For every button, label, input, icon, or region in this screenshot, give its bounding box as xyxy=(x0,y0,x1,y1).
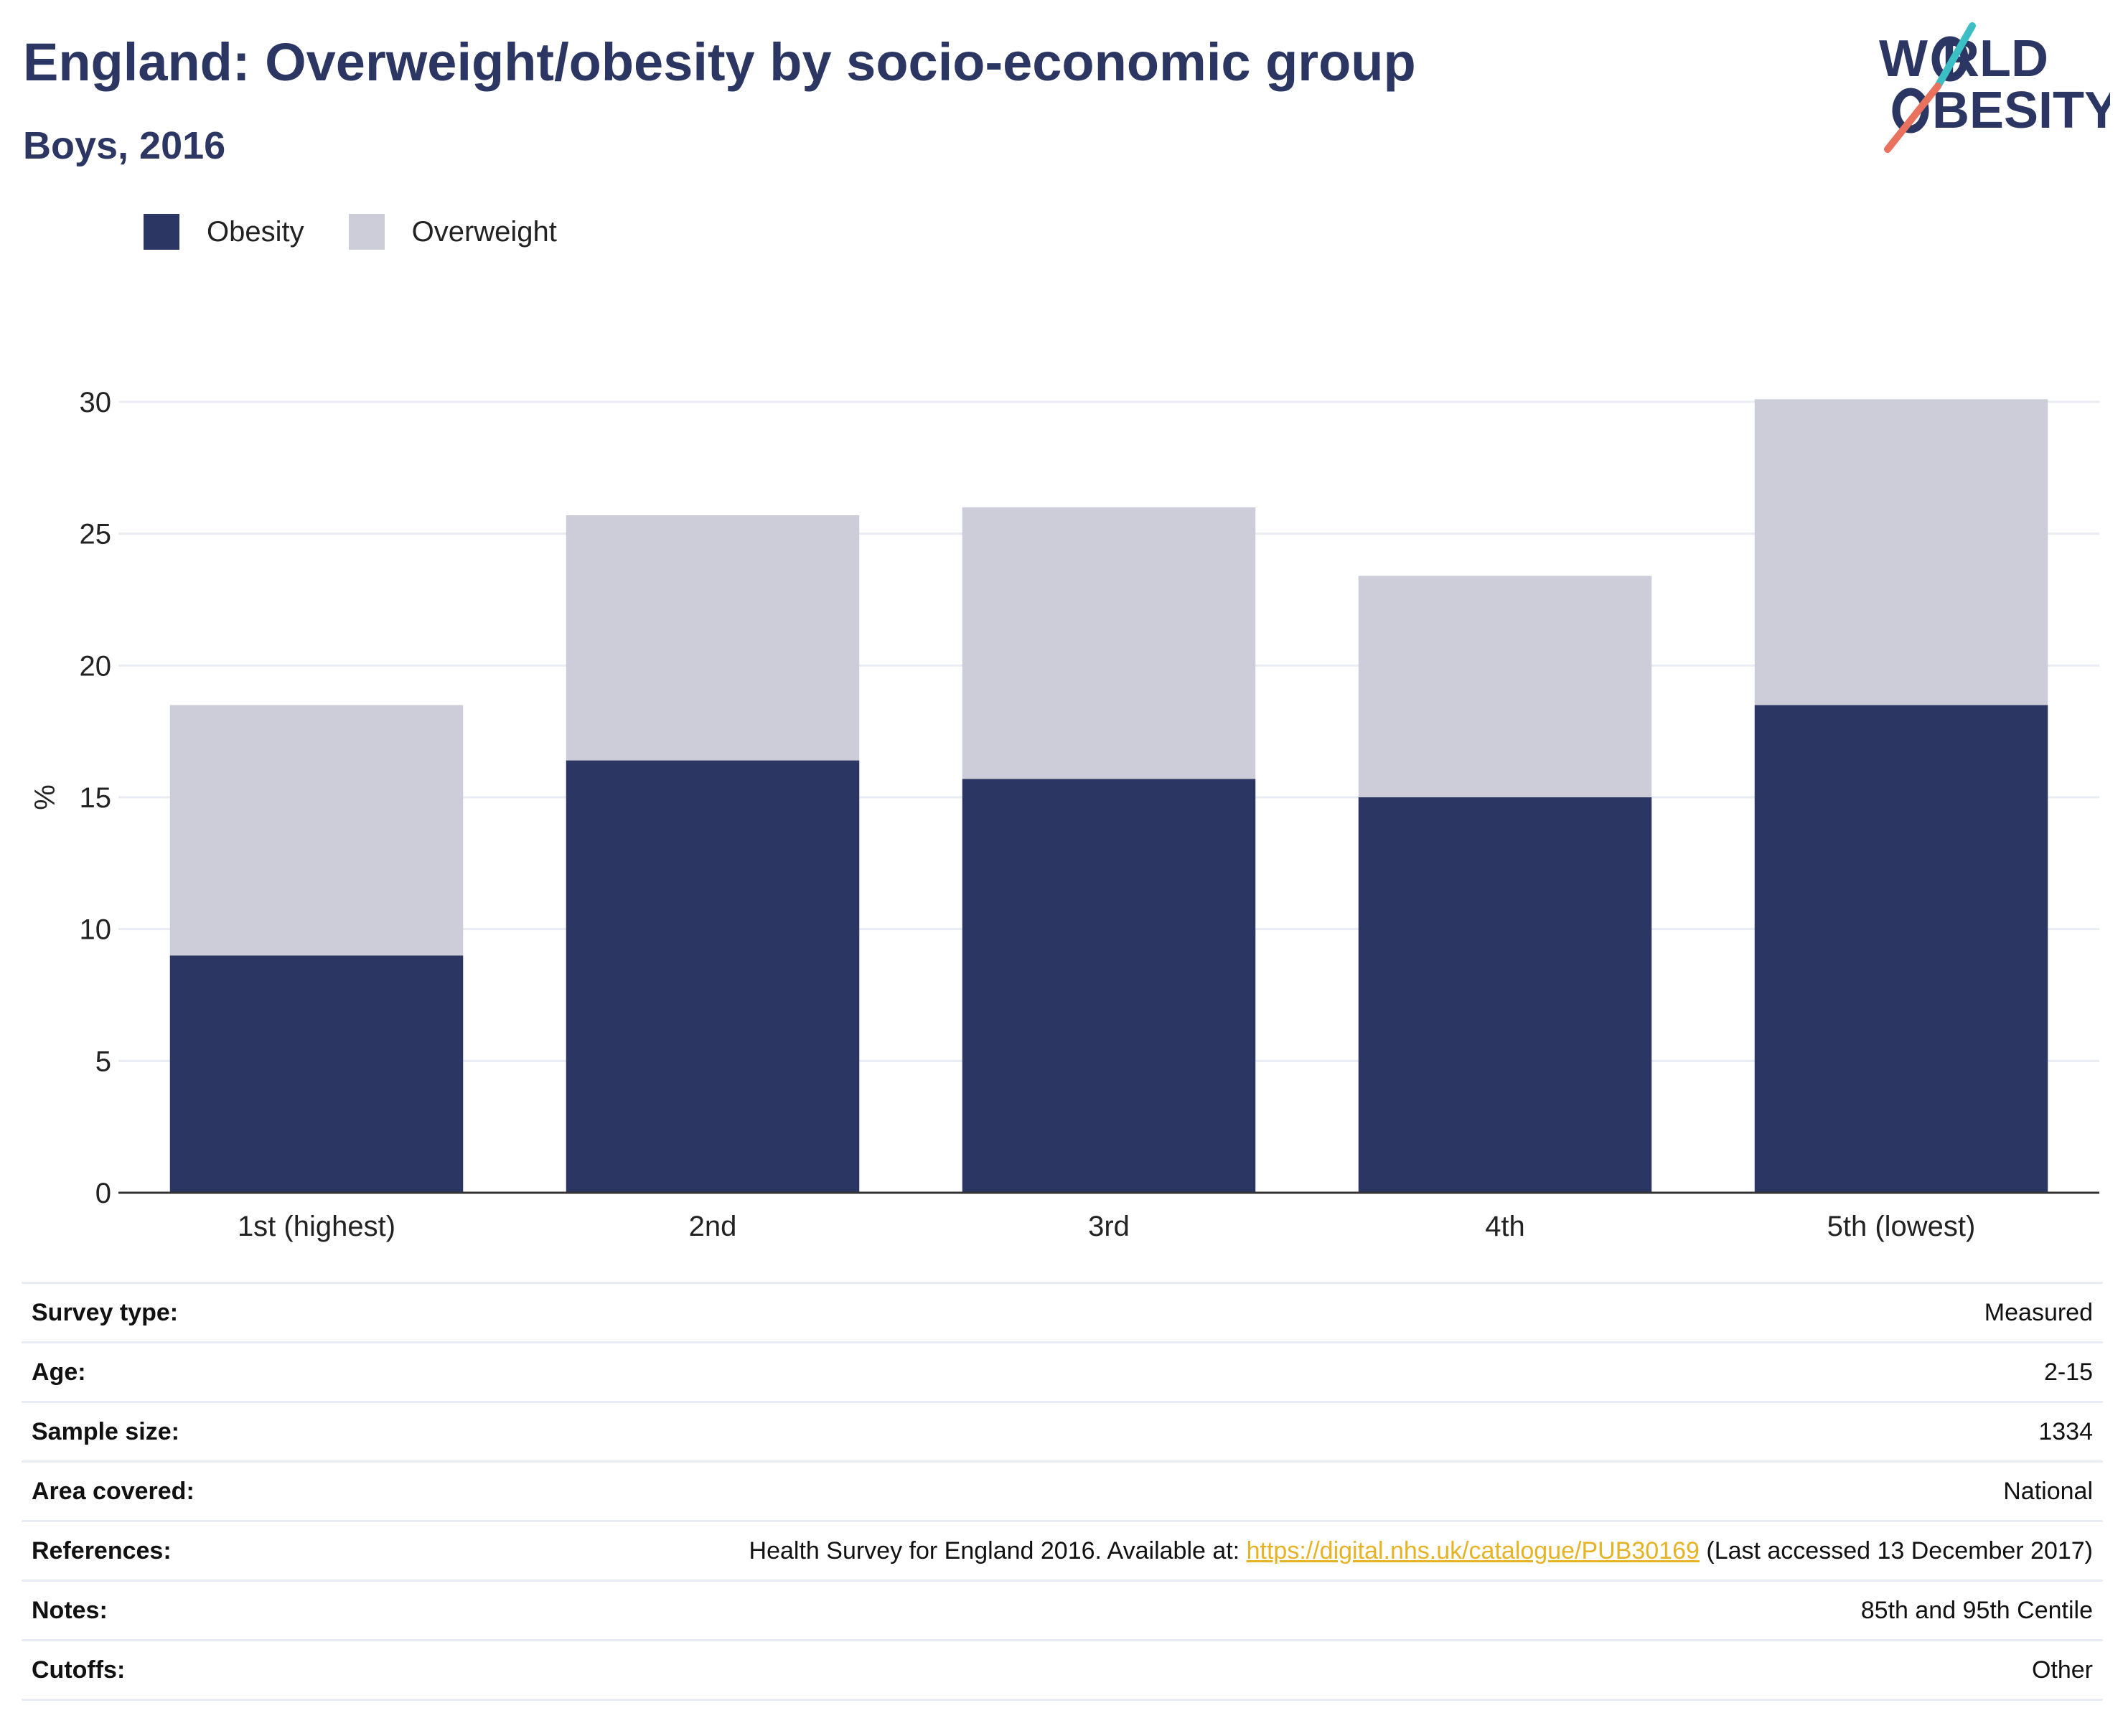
logo-o-icon xyxy=(1892,36,1969,133)
bar-obesity-3 xyxy=(962,779,1256,1193)
info-value: Health Survey for England 2016. Availabl… xyxy=(268,1521,2103,1581)
info-label: Survey type: xyxy=(32,1298,179,1326)
y-tick-label: 30 xyxy=(80,387,112,418)
y-tick-label: 5 xyxy=(95,1046,111,1077)
y-tick-label: 25 xyxy=(80,519,112,550)
chart-title: England: Overweight/obesity by socio-eco… xyxy=(23,32,1416,92)
info-row-area-covered: Area covered: National xyxy=(22,1461,2103,1521)
legend-label-overweight: Overweight xyxy=(411,215,557,248)
bar-overweight-1 xyxy=(169,705,464,956)
info-label: Notes: xyxy=(32,1596,108,1624)
legend-item-obesity[interactable]: Obesity xyxy=(144,214,304,250)
x-tick-label: 5th (lowest) xyxy=(1827,1211,1976,1242)
info-value: National xyxy=(2003,1477,2093,1505)
info-row-survey-type: Survey type: Measured xyxy=(22,1282,2103,1343)
reference-suffix: (Last accessed 13 December 2017) xyxy=(1699,1536,2093,1564)
info-label: Sample size: xyxy=(32,1417,179,1445)
stacked-bar-chart: 0 5 10 15 20 25 30% 1st (highest) 2nd 3rd 4th 5th (… xyxy=(29,387,2099,1242)
world-obesity-logo: W RLD BESITY xyxy=(1879,22,2110,153)
info-row-cutoffs: Cutoffs: Other xyxy=(22,1640,2103,1700)
bar-obesity-2 xyxy=(566,760,860,1193)
info-label: Area covered: xyxy=(32,1477,195,1505)
reference-prefix: Health Survey for England 2016. Availabl… xyxy=(749,1536,1247,1564)
info-row-sample-size: Sample size: 1334 xyxy=(22,1402,2103,1462)
bar-overweight-5 xyxy=(1754,399,2048,705)
info-value: 2-15 xyxy=(2043,1358,2093,1386)
info-row-age: Age: 2-15 xyxy=(22,1342,2103,1402)
logo-line-2: BESITY xyxy=(1932,82,2110,139)
y-axis-label: % xyxy=(29,784,61,810)
y-tick-label: 15 xyxy=(80,782,112,814)
x-tick-label: 4th xyxy=(1485,1211,1525,1242)
info-value: Measured xyxy=(1984,1298,2093,1326)
info-value: Other xyxy=(2031,1656,2093,1684)
info-row-references: References: Health Survey for England 20… xyxy=(22,1521,2103,1581)
y-tick-label: 20 xyxy=(80,650,112,682)
logo-slash-bottom xyxy=(1884,83,1941,153)
legend-swatch-obesity xyxy=(144,214,179,250)
logo-slash-top xyxy=(1934,22,1976,90)
info-value: 1334 xyxy=(2038,1417,2093,1445)
info-row-notes: Notes: 85th and 95th Centile xyxy=(22,1580,2103,1641)
x-tick-label: 2nd xyxy=(689,1211,737,1242)
y-tick-label: 0 xyxy=(95,1178,111,1209)
info-label: Age: xyxy=(32,1358,86,1386)
chart-legend: Obesity Overweight xyxy=(144,214,601,250)
info-value: 85th and 95th Centile xyxy=(1860,1596,2093,1624)
bar-overweight-3 xyxy=(962,507,1256,779)
bar-obesity-5 xyxy=(1754,705,2048,1193)
bar-overweight-2 xyxy=(566,515,860,761)
info-label: Cutoffs: xyxy=(32,1656,126,1684)
legend-swatch-overweight xyxy=(348,214,385,250)
y-tick-label: 10 xyxy=(80,914,112,946)
chart-subtitle: Boys, 2016 xyxy=(23,124,226,167)
survey-info-table: Survey type: Measured Age: 2-15 Sample s… xyxy=(22,1282,2103,1701)
bar-overweight-4 xyxy=(1358,576,1652,797)
legend-item-overweight[interactable]: Overweight xyxy=(348,214,557,250)
x-tick-label: 3rd xyxy=(1088,1211,1130,1242)
bar-obesity-4 xyxy=(1358,797,1652,1193)
legend-label-obesity: Obesity xyxy=(207,215,304,248)
x-tick-label: 1st (highest) xyxy=(238,1211,395,1242)
info-label: References: xyxy=(32,1536,172,1564)
reference-link[interactable]: https://digital.nhs.uk/catalogue/PUB3016… xyxy=(1246,1536,1700,1564)
bar-obesity-1 xyxy=(169,955,464,1193)
